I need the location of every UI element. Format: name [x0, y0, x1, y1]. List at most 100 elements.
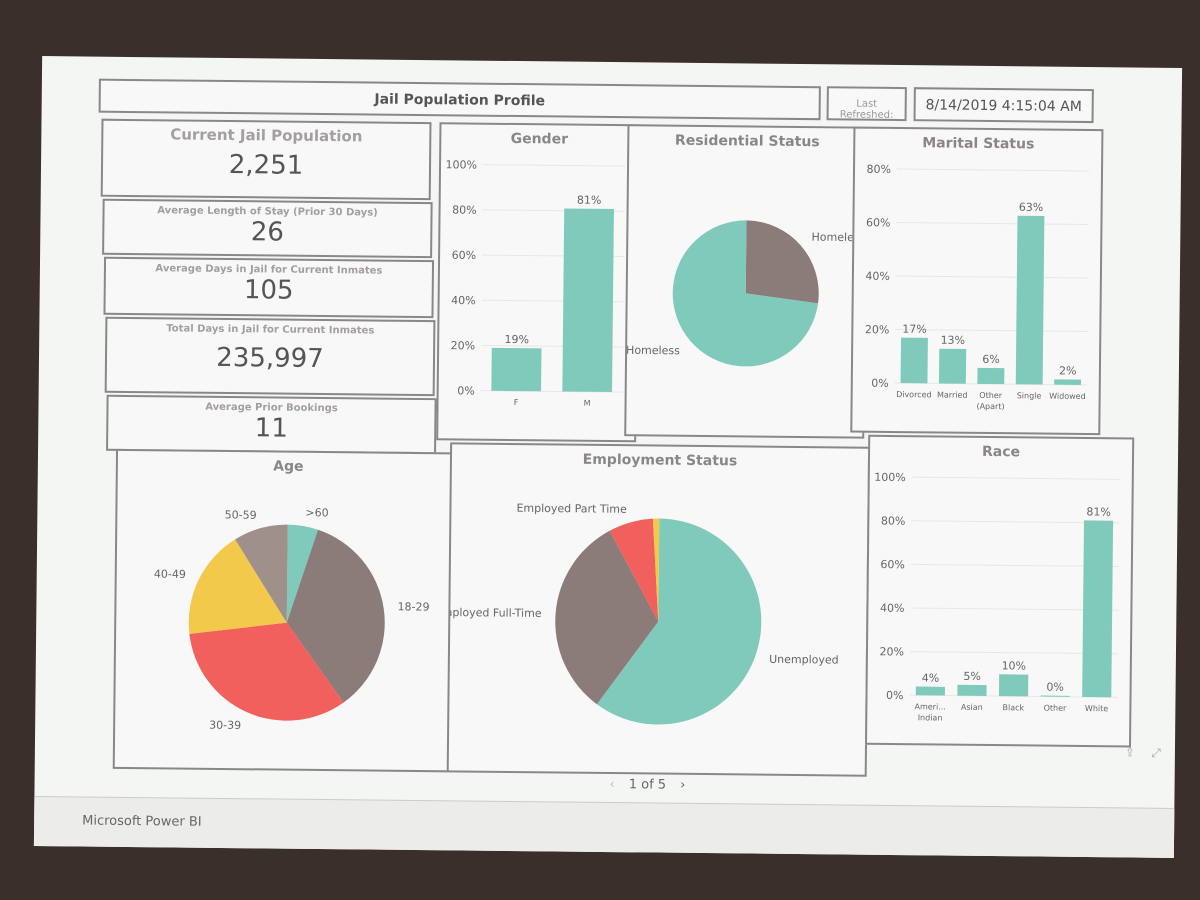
kpi-value: 26: [250, 217, 285, 248]
gridline: [895, 329, 1088, 333]
pie-slice: [745, 220, 819, 304]
bar-single: [1015, 215, 1045, 385]
x-tick-label: F: [514, 398, 519, 407]
data-label: 17%: [902, 323, 927, 336]
report-title: Jail Population Profile: [374, 91, 546, 110]
slice-label: >60: [305, 506, 328, 519]
pie-slice: [235, 524, 288, 623]
share-icon[interactable]: ⇪: [1124, 745, 1136, 760]
pie-slice: [652, 518, 660, 622]
x-tick-label: Other: [1044, 704, 1068, 713]
x-tick-label: Widowed: [1049, 392, 1086, 401]
race-chart[interactable]: Race 0% 20% 40% 60% 80% 100% 4% Ameri... Indian 5%…: [865, 434, 1135, 748]
pie-slice: [188, 539, 287, 634]
marital-status-chart[interactable]: Marital Status 0% 20% 40% 60% 80% 17% Divorced 1…: [850, 126, 1104, 436]
y-tick-label: 40%: [880, 602, 905, 615]
previous-page-button[interactable]: ‹: [609, 777, 615, 793]
page-indicator: 1 of 5: [628, 777, 667, 793]
gender-chart[interactable]: Gender 0% 20% 40% 60% 80% 100% 19% F 81% M: [436, 122, 640, 443]
slice-label: 50-59: [225, 508, 257, 521]
y-tick-label: 100%: [446, 158, 478, 171]
data-label: 6%: [982, 353, 1000, 366]
y-tick-label: 0%: [457, 384, 475, 397]
bar-other-apart-: [977, 367, 1005, 385]
slice-label: 40-49: [154, 568, 186, 581]
kpi-value: 105: [243, 275, 294, 306]
data-label: 19%: [504, 333, 529, 346]
gridline: [483, 164, 626, 167]
x-tick-label: Ameri...: [914, 702, 945, 711]
gridline: [896, 222, 1089, 226]
bar-widowed: [1054, 379, 1082, 385]
chart-svg: Unemployed Employed Full-Time Employed Par…: [449, 502, 839, 725]
data-label: 4%: [922, 672, 940, 685]
slice-label: Not Homeless: [626, 343, 680, 357]
app-name: Microsoft Power BI: [82, 813, 202, 830]
last-refreshed-value: 8/14/2019 4:15:04 AM: [913, 87, 1094, 124]
kpi-label: Current Jail Population: [170, 125, 363, 146]
age-chart[interactable]: Age >60 18-29 30-39 40-49 50-59: [112, 448, 462, 773]
kpi-label: Total Days in Jail for Current Inmates: [166, 323, 375, 337]
gridline: [897, 168, 1090, 172]
y-tick-label: 40%: [865, 270, 890, 283]
kpi-card-avg-length-of-stay: Average Length of Stay (Prior 30 Days) 2…: [102, 198, 433, 259]
chart-svg: >60 18-29 30-39 40-49 50-59: [154, 506, 430, 732]
data-label: 5%: [963, 670, 981, 683]
y-tick-label: 80%: [867, 163, 892, 176]
pie-slice: [609, 518, 659, 622]
slice-label: 30-39: [209, 719, 241, 732]
kpi-card-current-population: Current Jail Population 2,251: [100, 118, 432, 201]
bar-other: [1040, 695, 1070, 697]
bar-ameri-indian: [915, 686, 945, 696]
report-title-box: Jail Population Profile: [98, 78, 821, 121]
y-tick-label: 60%: [452, 249, 477, 262]
pie-slice: [555, 530, 659, 705]
x-tick-label: Black: [1003, 703, 1025, 712]
bar-divorced: [900, 337, 928, 384]
bar-black: [998, 674, 1029, 697]
y-tick-label: 60%: [880, 558, 905, 571]
x-tick-label: Married: [937, 390, 968, 399]
bar-white: [1082, 520, 1114, 698]
page-navigator: ‹ 1 of 5 ›: [609, 777, 685, 793]
slice-label: 18-29: [397, 600, 429, 613]
data-label: 81%: [577, 194, 602, 207]
data-label: 63%: [1019, 201, 1044, 214]
x-tick-label: Divorced: [896, 390, 932, 399]
slice-label: Employed Full-Time: [449, 606, 542, 620]
x-tick-label: M: [584, 399, 591, 408]
y-tick-label: 80%: [881, 514, 906, 527]
residential-status-chart[interactable]: Residential StatusHomelessNot Homeless: [624, 124, 868, 439]
data-label: 0%: [1046, 681, 1064, 694]
y-tick-label: 20%: [451, 339, 476, 352]
employment-status-chart[interactable]: Employment Status Unemployed Employed Full…: [446, 442, 871, 777]
y-tick-label: 60%: [866, 216, 891, 229]
slice-label: Unemployed: [769, 653, 839, 667]
slice-label: Employed Part Time: [516, 502, 627, 516]
kpi-card-avg-prior-bookings: Average Prior Bookings 11: [106, 394, 437, 455]
y-tick-label: 40%: [451, 294, 476, 307]
pie-slice: [672, 220, 819, 367]
kpi-value: 11: [254, 413, 288, 444]
fullscreen-icon[interactable]: ⤢: [1151, 745, 1162, 760]
y-tick-label: 20%: [879, 645, 904, 658]
gridline: [895, 275, 1088, 279]
y-tick-label: 100%: [874, 471, 906, 484]
x-tick-label: White: [1085, 704, 1108, 713]
kpi-value: 2,251: [228, 150, 304, 181]
last-refreshed-label: Last Refreshed:: [826, 86, 907, 122]
report-canvas: Jail Population Profile Last Refreshed: …: [33, 56, 1183, 858]
chart-svg: 0% 20% 40% 60% 80% 100% 19% F 81% M: [446, 158, 626, 408]
next-page-button[interactable]: ›: [680, 777, 686, 793]
bar-m: [562, 208, 614, 393]
data-label: 81%: [1086, 505, 1111, 518]
x-tick-label: (Apart): [976, 402, 1004, 411]
x-tick-label: Asian: [961, 703, 983, 712]
bar-f: [491, 347, 542, 392]
data-label: 13%: [941, 334, 966, 347]
chart-svg: HomelessNot Homeless: [626, 220, 865, 367]
y-tick-label: 0%: [886, 689, 904, 702]
pie-slice: [596, 518, 762, 725]
pie-slice: [286, 524, 319, 623]
pie-slice: [189, 622, 344, 721]
